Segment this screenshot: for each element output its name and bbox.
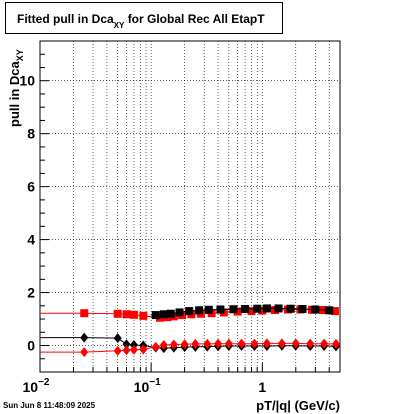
data-point [298,304,307,313]
data-point [250,338,259,349]
data-point [203,338,212,349]
y-axis-label: pull in DcaXY [7,49,25,127]
y-tick-label: 8 [27,126,35,142]
data-point [229,305,238,314]
data-point [204,305,213,314]
data-point [159,310,168,319]
chart-title-box: Fitted pull in DcaXY for Global Rec All … [5,2,283,34]
data-point [159,339,168,350]
data-point [80,332,89,343]
data-point [166,309,175,318]
data-point [122,310,131,319]
data-point [247,307,256,316]
axes: 0 2 4 6 8 10 10−2 10−1 1 [19,40,341,395]
chart-title: Fitted pull in DcaXY for Global Rec All … [17,12,265,30]
data-point [233,307,242,316]
data-point [80,309,89,318]
chart-title-subscript: XY [113,21,125,30]
data-marks [40,304,340,358]
data-point [253,304,262,313]
data-point [185,307,194,316]
data-point [169,339,178,350]
data-point [139,311,148,320]
series-square-black [151,304,334,320]
data-point [330,307,339,316]
y-tick-label: 0 [27,338,35,354]
data-point [306,338,315,349]
y-tick-label: 2 [27,285,35,301]
data-point [180,339,189,350]
data-point [262,304,271,313]
data-point [286,304,295,313]
svg-text:pull in DcaXY: pull in DcaXY [7,49,25,127]
chart-title-rest: for Global Rec All EtapT [127,12,265,26]
data-point [291,338,300,349]
data-point [237,338,246,349]
y-axis-label-subscript: XY [15,49,25,61]
data-point [122,339,131,350]
data-point [195,306,204,315]
data-point [274,304,283,313]
data-point [258,306,267,315]
data-point [311,305,320,314]
x-tick-label: 10−2 [23,377,50,395]
data-point [277,338,286,349]
data-point [224,338,233,349]
timestamp: Sun Jun 8 11:48:09 2025 [3,401,96,410]
chart-title-main: Fitted pull in Dca [17,12,114,26]
data-point [139,344,148,355]
data-point [151,311,160,320]
data-point [151,341,160,352]
x-axis-label: pT/|q| (GeV/c) [256,398,340,413]
data-point [331,338,340,349]
data-point [325,306,334,315]
data-point [241,304,250,313]
y-tick-label: 10 [19,73,35,89]
data-point [191,338,200,349]
y-axis-label-main: pull in Dca [7,61,22,128]
y-tick-label: 4 [27,232,35,248]
data-point [175,308,184,317]
data-point [113,333,122,344]
data-point [80,347,89,358]
x-tick-label: 1 [258,379,266,395]
data-point [216,305,225,314]
data-point [129,310,138,319]
grid-lines [39,41,341,372]
series-diamond-red [40,338,340,358]
data-point [122,345,131,356]
data-point [262,338,271,349]
data-point [113,309,122,318]
x-tick-label: 10−1 [134,377,161,395]
data-point [129,344,138,355]
data-point [214,338,223,349]
plot-frame [39,40,341,373]
y-tick-label: 6 [27,179,35,195]
data-point [113,345,122,356]
data-point [320,338,329,349]
